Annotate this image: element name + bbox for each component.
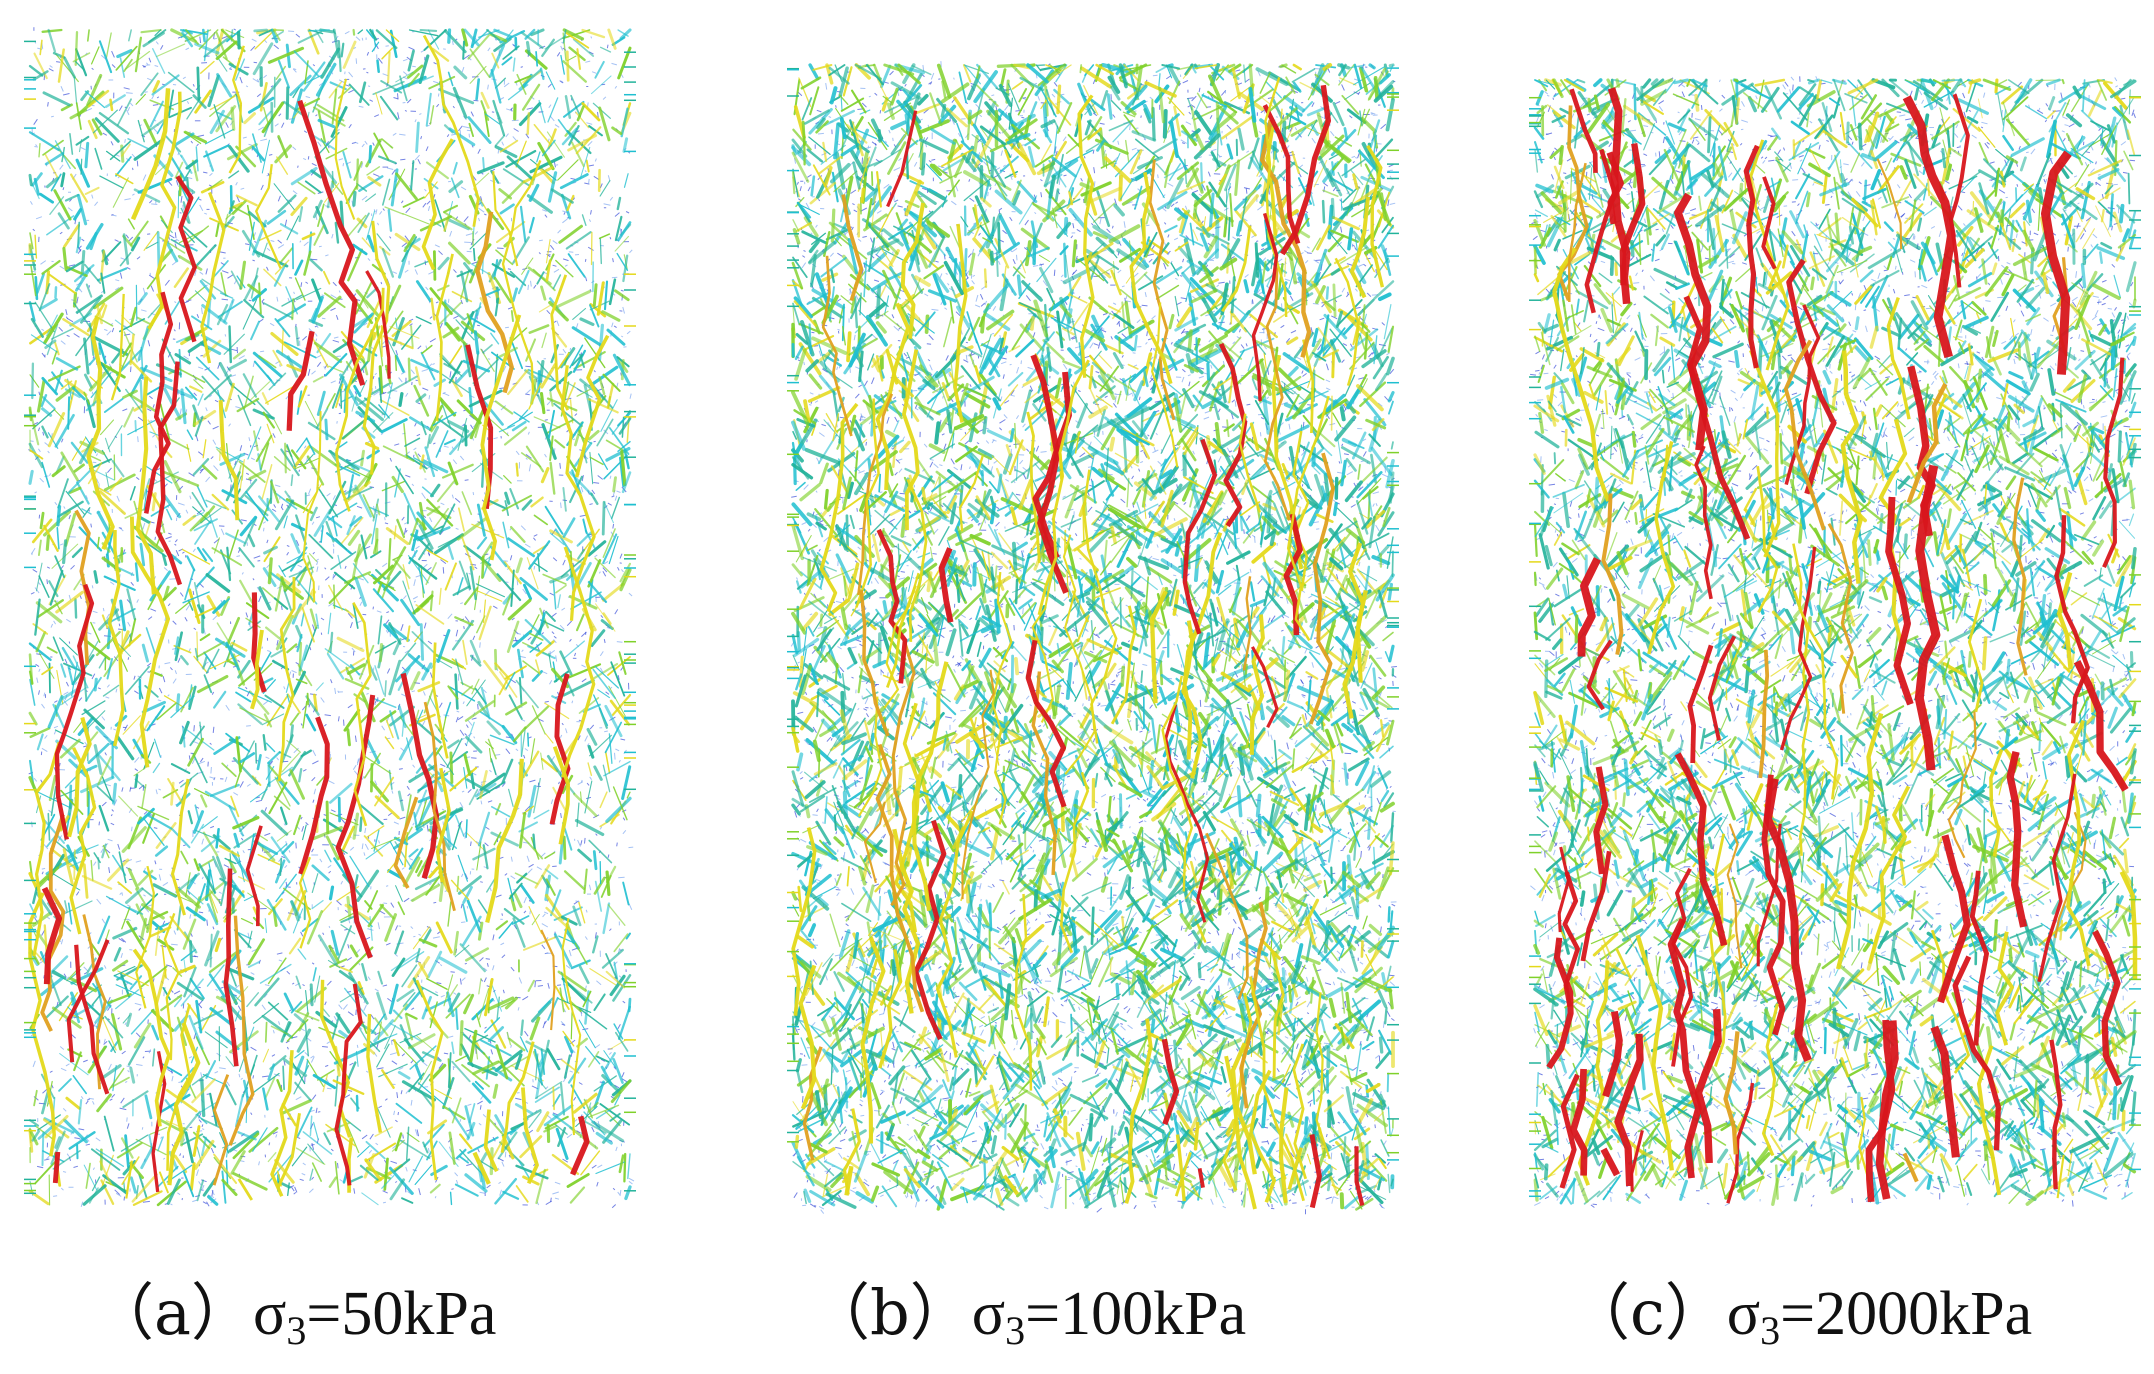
force-chain-image-a	[24, 27, 636, 1209]
panel-c-force-chain-network	[1520, 0, 2150, 1240]
caption-b-prefix: （b）	[808, 1276, 972, 1349]
caption-b-sigma: σ	[972, 1280, 1005, 1348]
caption-b-subscript: 3	[1005, 1308, 1025, 1353]
caption-a-value: =50kPa	[306, 1280, 496, 1348]
caption-c-prefix: （c）	[1568, 1276, 1727, 1349]
force-chain-image-b	[787, 61, 1399, 1215]
caption-a-sigma: σ	[253, 1280, 286, 1348]
caption-c-subscript: 3	[1760, 1308, 1780, 1353]
panel-a-force-chain-network	[10, 0, 670, 1240]
caption-a-subscript: 3	[286, 1308, 306, 1353]
caption-a-prefix: （a）	[92, 1276, 253, 1349]
caption-b: （b）σ3=100kPa	[808, 1268, 1246, 1358]
caption-b-value: =100kPa	[1025, 1280, 1246, 1348]
caption-c-value: =2000kPa	[1780, 1280, 2032, 1348]
caption-c-sigma: σ	[1727, 1280, 1760, 1348]
caption-a: （a）σ3=50kPa	[92, 1268, 496, 1358]
force-chain-image-c	[1529, 76, 2141, 1208]
caption-c: （c）σ3=2000kPa	[1568, 1268, 2032, 1358]
panel-b-force-chain-network	[768, 0, 1418, 1240]
